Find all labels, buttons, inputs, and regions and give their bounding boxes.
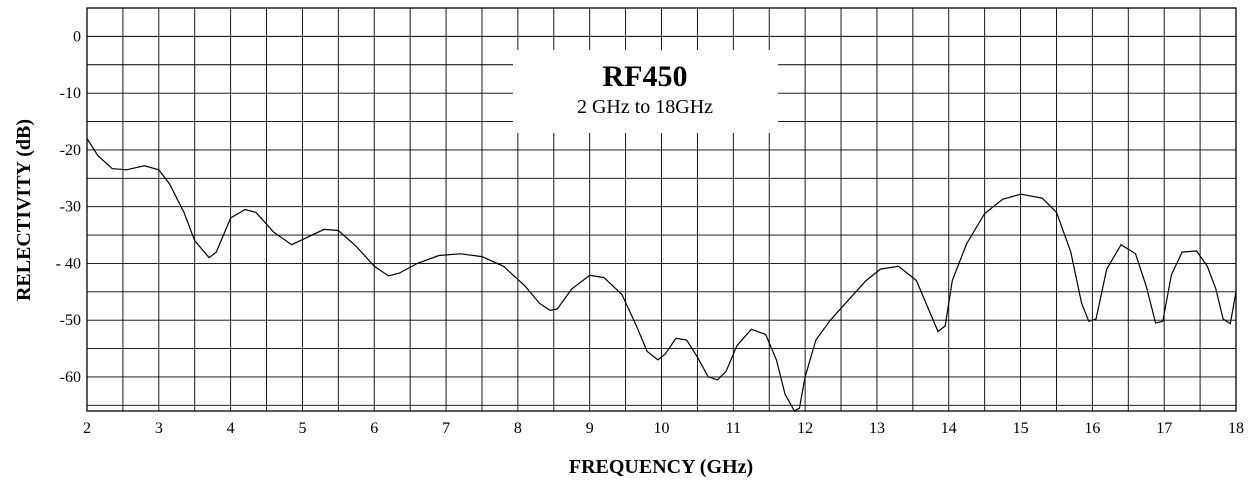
x-tick-label: 8 (514, 420, 522, 437)
x-tick-label: 16 (1084, 420, 1100, 437)
y-tick-labels: 0 -10 -20 -30 - 40 -50 -60 (56, 28, 81, 386)
x-tick-label: 7 (442, 420, 450, 437)
x-tick-label: 9 (586, 420, 594, 437)
x-tick-label: 18 (1228, 420, 1244, 437)
y-tick-label: -20 (60, 142, 81, 159)
y-tick-label: -10 (60, 85, 81, 102)
x-tick-label: 14 (941, 420, 957, 437)
x-tick-label: 10 (654, 420, 670, 437)
chart-subtitle: 2 GHz to 18GHz (577, 96, 713, 118)
x-tick-labels: 2 3 4 5 6 7 8 9 10 11 12 13 14 15 16 17 18 (83, 420, 1244, 437)
x-tick-label: 6 (370, 420, 378, 437)
x-tick-label: 4 (227, 420, 235, 437)
y-axis-title: RELECTIVITY (dB) (13, 119, 35, 301)
y-tick-label: - 40 (56, 255, 81, 272)
grid-lines (86, 7, 1237, 411)
x-tick-label: 15 (1013, 420, 1029, 437)
x-tick-label: 5 (298, 420, 306, 437)
x-tick-label: 17 (1156, 420, 1172, 437)
x-tick-label: 2 (83, 420, 91, 437)
x-axis-title: FREQUENCY (GHz) (569, 456, 753, 478)
chart-title: RF450 (603, 60, 688, 93)
x-tick-label: 13 (869, 420, 885, 437)
title-box: RF450 2 GHz to 18GHz (513, 50, 778, 133)
y-tick-label: -50 (60, 312, 81, 329)
y-tick-label: -60 (60, 369, 81, 386)
y-tick-label: 0 (73, 28, 81, 45)
x-tick-label: 12 (797, 420, 813, 437)
x-tick-label: 11 (726, 420, 741, 437)
series-line (86, 138, 1237, 412)
y-tick-label: -30 (60, 199, 81, 216)
plot-frame (86, 7, 1237, 412)
x-tick-label: 3 (155, 420, 163, 437)
